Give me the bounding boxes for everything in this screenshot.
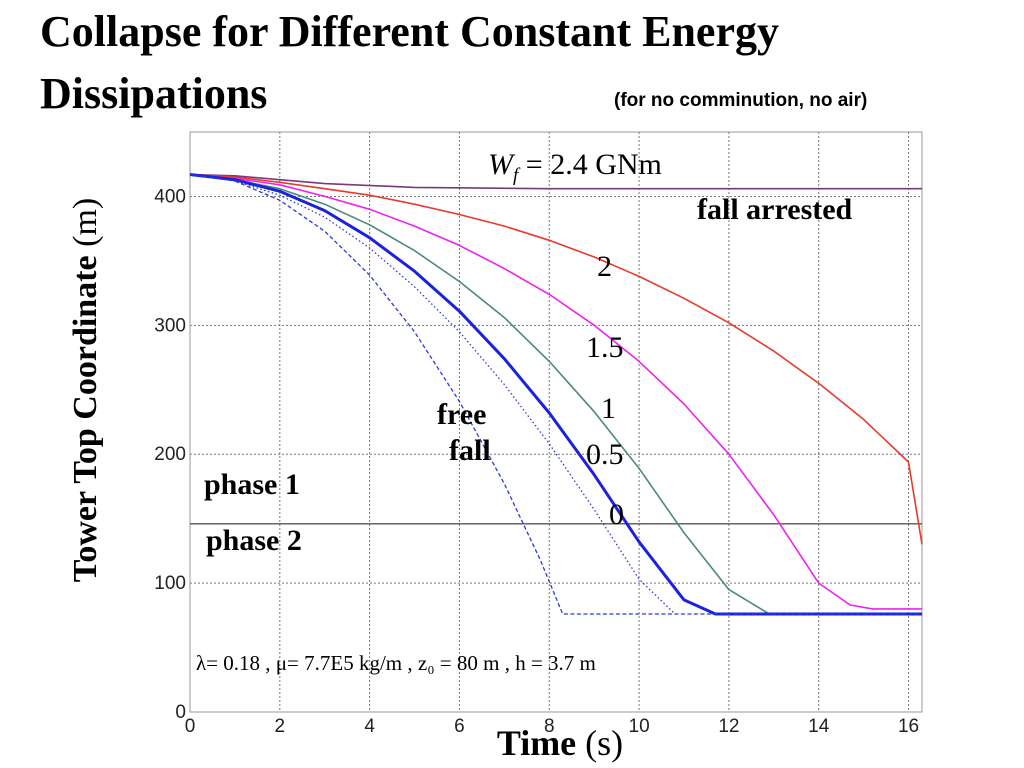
series-label-2: 2 — [597, 250, 612, 283]
x-tick-label-0: 0 — [185, 716, 196, 737]
fall-arrested-label: fall arrested — [697, 193, 853, 226]
phase-2-label: phase 2 — [206, 524, 302, 557]
x-axis-label: Time (s) — [497, 722, 623, 764]
x-tick-label-12: 12 — [718, 716, 739, 737]
y-tick-label-300: 300 — [154, 315, 186, 336]
y-tick-label-100: 100 — [154, 573, 186, 594]
free-fall-label-line-2: fall — [449, 434, 491, 467]
series-label-1-5: 1.5 — [586, 331, 624, 364]
x-tick-label-10: 10 — [629, 716, 650, 737]
phase-1-label: phase 1 — [204, 468, 300, 501]
chart-subtitle: (for no comminution, no air) — [614, 90, 868, 111]
wf-subscript: f — [513, 165, 521, 186]
x-tick-label-8: 8 — [544, 716, 555, 737]
series-line-3 — [189, 173, 922, 615]
y-tick-label-0: 0 — [175, 702, 186, 723]
wf-annotation: Wf = 2.4 GNm — [488, 148, 662, 186]
x-axis-label-unit: (s) — [576, 723, 624, 763]
x-tick-label-4: 4 — [364, 716, 375, 737]
x-tick-label-16: 16 — [898, 716, 919, 737]
series-line-0 — [189, 173, 922, 190]
series-layer — [189, 173, 923, 616]
series-line-5 — [189, 173, 676, 615]
chart-title-line-1: Collapse for Different Constant Energy — [40, 7, 779, 56]
y-tick-label-200: 200 — [154, 444, 186, 465]
wf-value: = 2.4 GNm — [518, 148, 662, 181]
x-tick-label-2: 2 — [275, 716, 286, 737]
series-line-1 — [189, 173, 923, 545]
x-tick-label-6: 6 — [454, 716, 465, 737]
parameters-annotation: λ= 0.18 , μ= 7.7E5 kg/m , z₀ = 80 m , h … — [196, 651, 596, 675]
wf-symbol: W — [488, 148, 516, 181]
free-fall-label-line-1: free — [437, 398, 486, 431]
series-label-0: 0 — [609, 498, 624, 531]
series-line-2 — [189, 173, 922, 610]
x-axis-label-text: Time — [496, 723, 577, 763]
x-tick-label-14: 14 — [808, 716, 830, 737]
chart-title-line-2: Dissipations — [40, 69, 268, 118]
series-label-0-5: 0.5 — [586, 438, 624, 471]
y-tick-label-400: 400 — [154, 186, 186, 207]
series-label-1: 1 — [601, 392, 616, 425]
plot-frame — [189, 131, 923, 713]
series-line-4 — [189, 173, 922, 616]
